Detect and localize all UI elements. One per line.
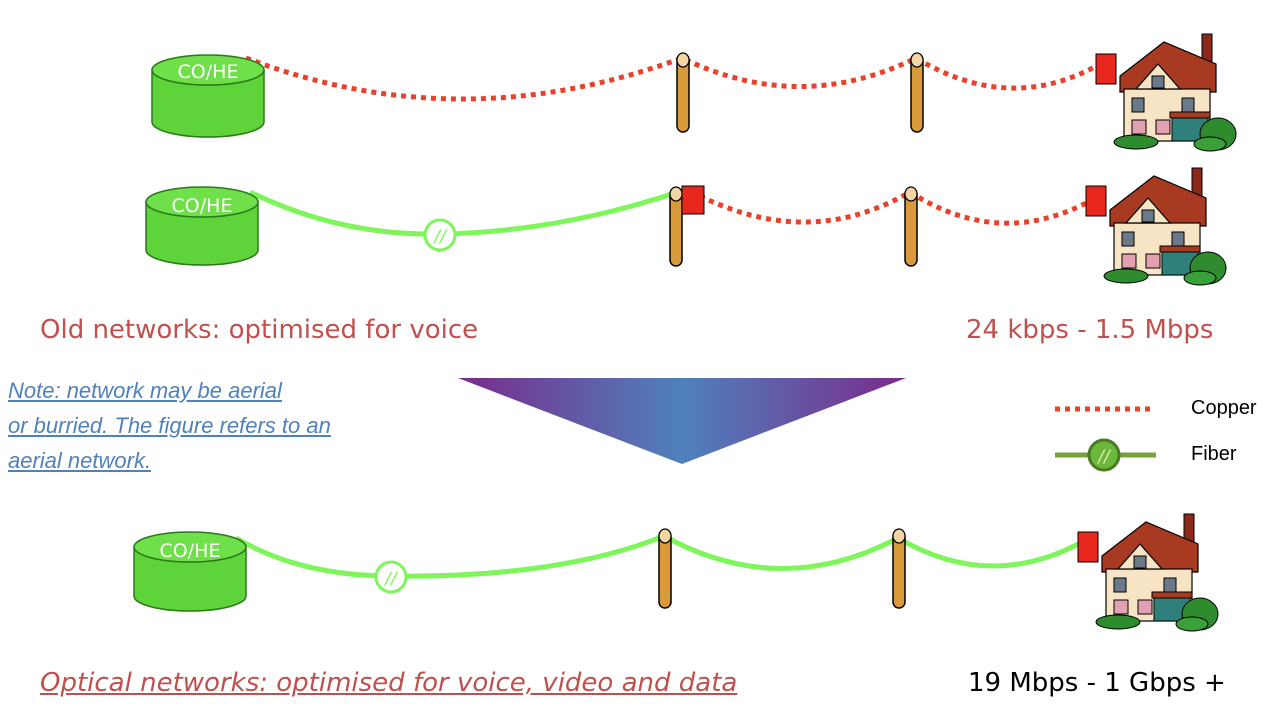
old-networks-caption: Old networks: optimised for voice bbox=[40, 315, 479, 345]
node-label: CO/HE bbox=[160, 540, 221, 562]
old-speed-range: 24 kbps - 1.5 Mbps bbox=[966, 315, 1214, 345]
row-old-hybrid: CO/HE // bbox=[145, 167, 1227, 286]
utility-pole bbox=[676, 52, 690, 133]
utility-pole bbox=[910, 52, 924, 133]
central-office-node: CO/HE bbox=[151, 54, 265, 138]
note-line: or burried. The figure refers to an bbox=[8, 413, 331, 438]
house-icon bbox=[1085, 167, 1227, 286]
utility-pole bbox=[669, 186, 683, 267]
copper-line bbox=[245, 55, 1102, 102]
svg-text://: // bbox=[432, 227, 448, 247]
legend-fiber-splice-icon: // bbox=[1087, 438, 1121, 472]
transition-arrow bbox=[458, 378, 906, 464]
svg-text://: // bbox=[383, 569, 399, 589]
aerial-note: Note: network may be aerial or burried. … bbox=[8, 373, 428, 478]
terminal-box-icon bbox=[681, 185, 705, 215]
central-office-node: CO/HE bbox=[133, 531, 247, 612]
utility-pole bbox=[892, 528, 906, 609]
optical-speed-range: 19 Mbps - 1 Gbps + bbox=[968, 668, 1226, 698]
splice-icon: // bbox=[423, 218, 457, 252]
legend-fiber-label: Fiber bbox=[1191, 443, 1237, 465]
optical-networks-caption: Optical networks: optimised for voice, v… bbox=[40, 668, 738, 698]
note-line: Note: network may be aerial bbox=[8, 378, 282, 403]
legend-copper-label: Copper bbox=[1191, 397, 1257, 419]
utility-pole bbox=[904, 186, 918, 267]
central-office-node: CO/HE bbox=[145, 186, 259, 266]
note-line: aerial network. bbox=[8, 448, 152, 473]
node-label: CO/HE bbox=[178, 61, 239, 83]
utility-pole bbox=[658, 528, 672, 609]
row-old-copper: CO/HE bbox=[151, 33, 1237, 152]
legend: // bbox=[1055, 406, 1156, 472]
svg-text://: // bbox=[1096, 447, 1112, 467]
house-icon bbox=[1077, 513, 1219, 632]
copper-line bbox=[698, 189, 1094, 226]
row-optical: CO/HE // bbox=[133, 513, 1219, 632]
node-label: CO/HE bbox=[172, 195, 233, 217]
fiber-line bbox=[248, 187, 685, 237]
house-icon bbox=[1095, 33, 1237, 152]
splice-icon: // bbox=[374, 560, 408, 594]
